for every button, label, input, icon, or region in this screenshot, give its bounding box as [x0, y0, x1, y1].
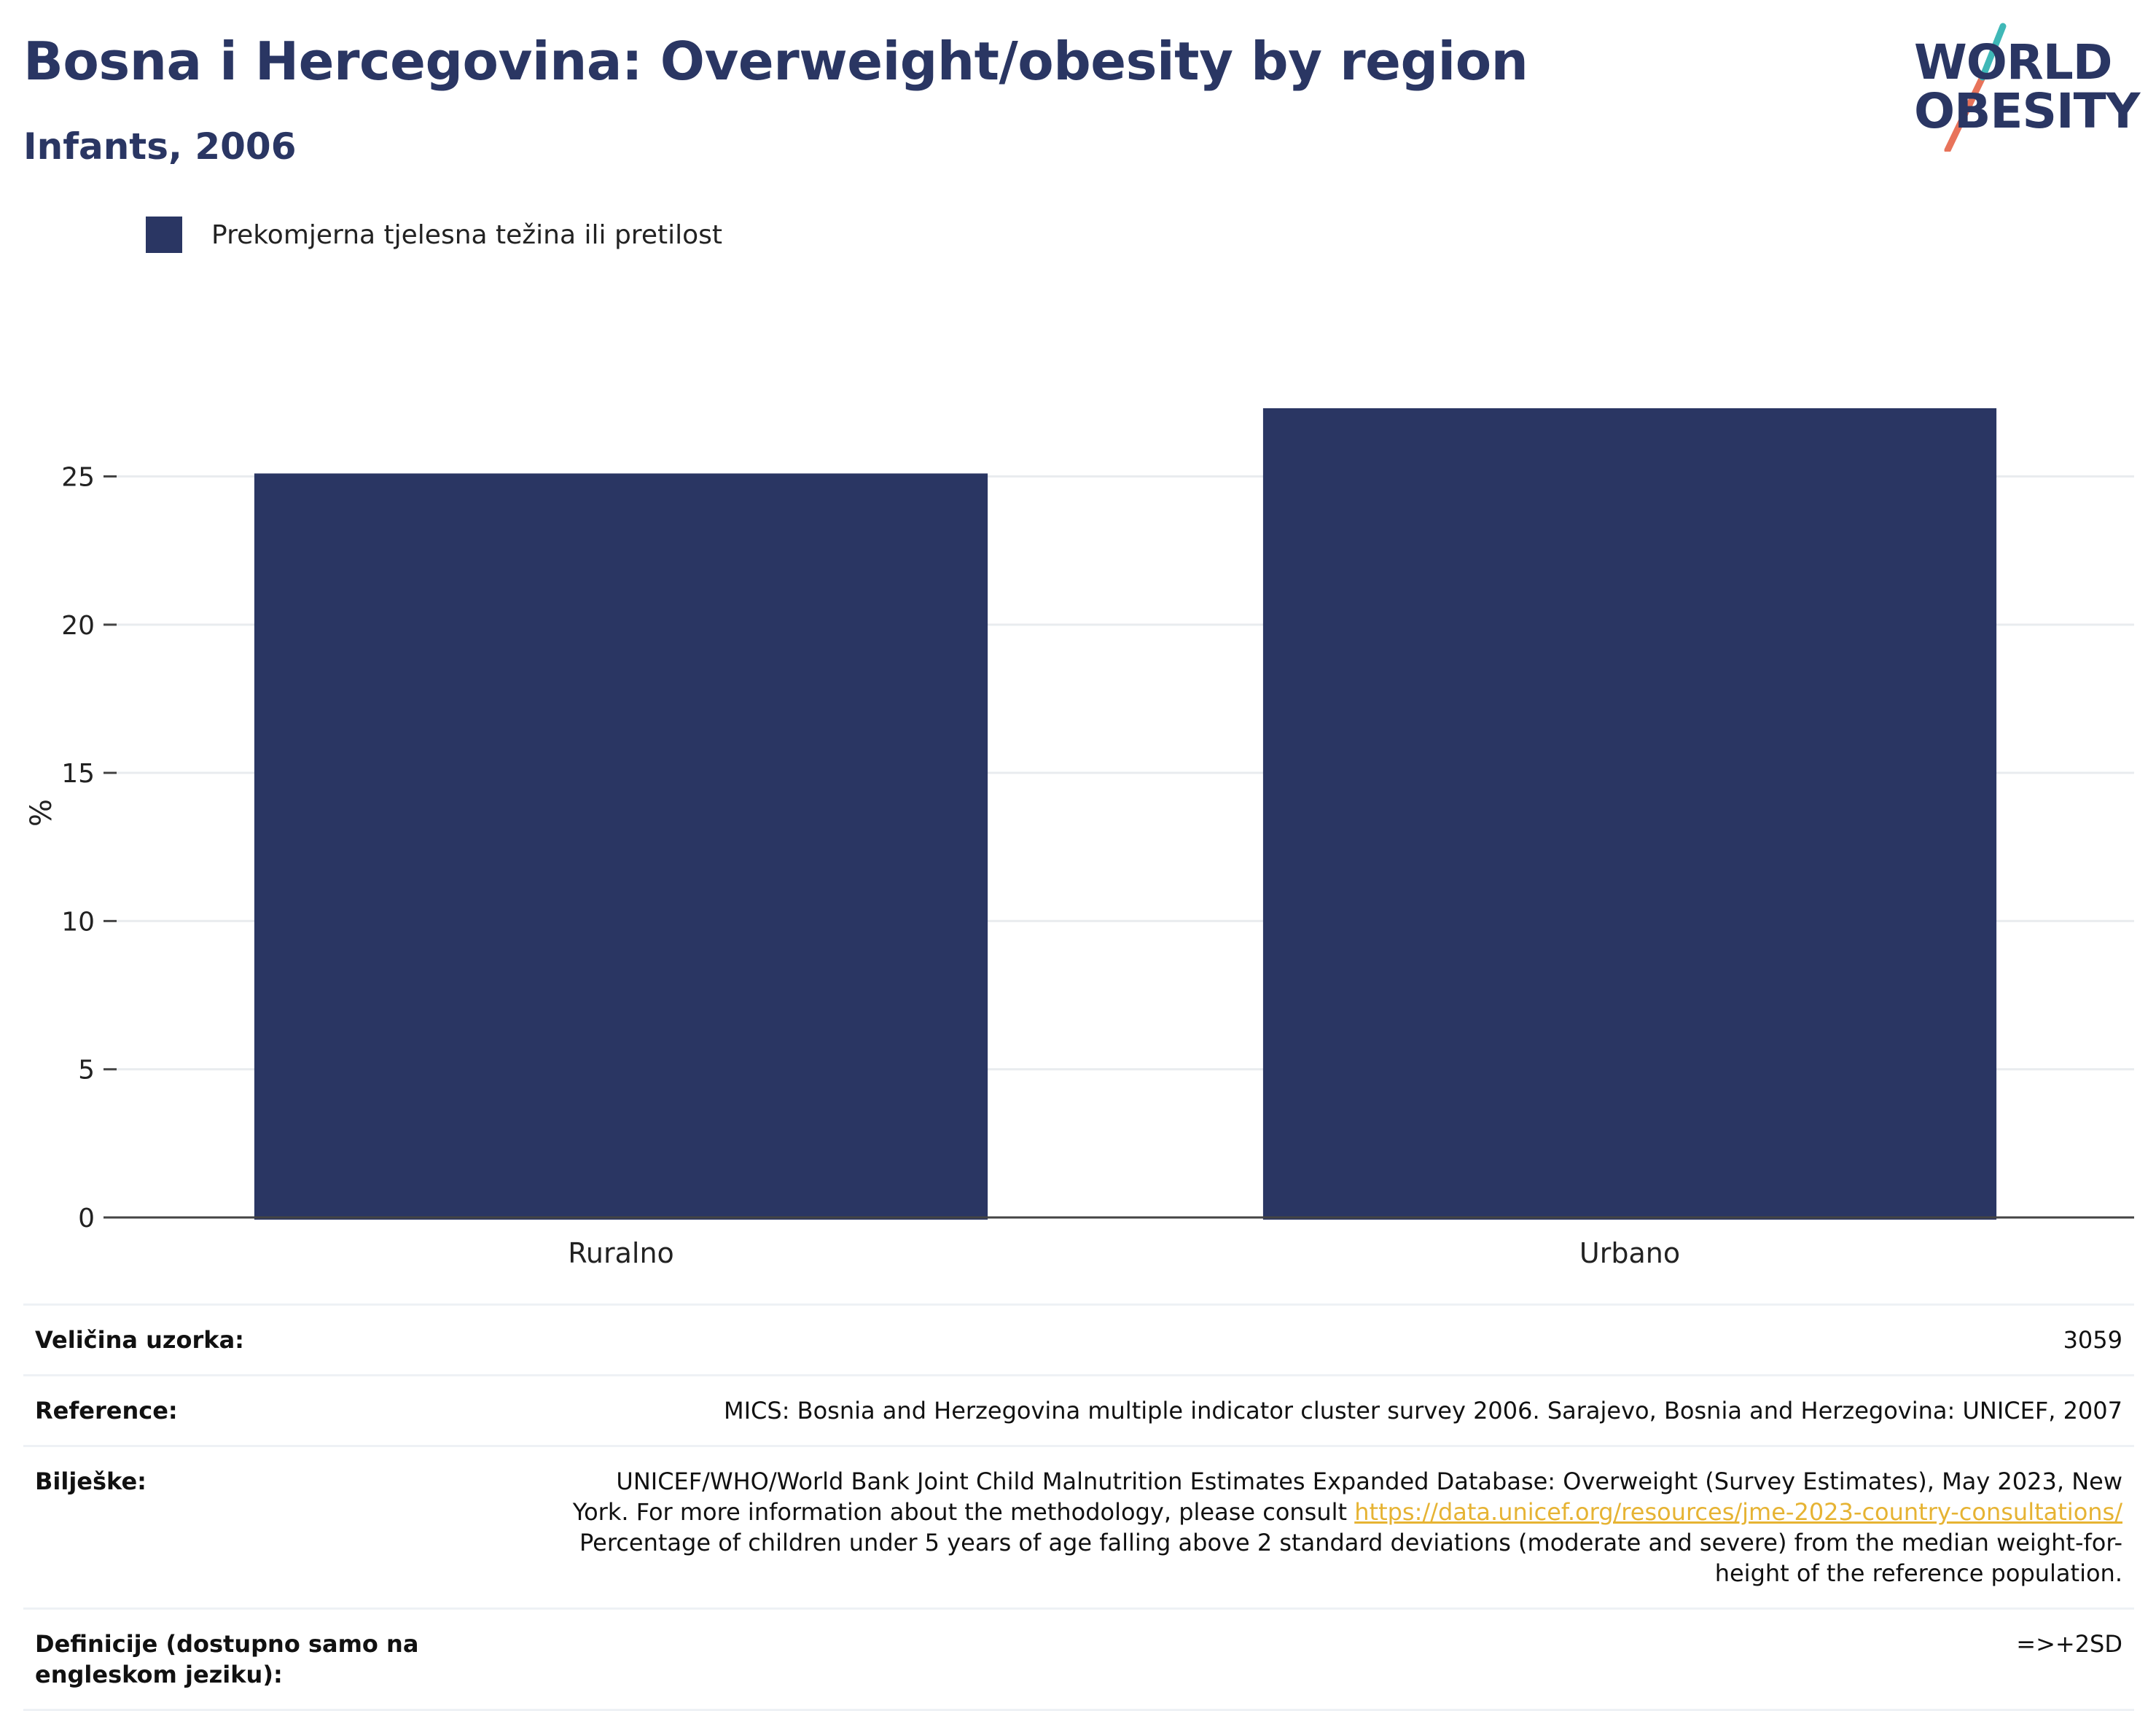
legend[interactable]: Prekomjerna tjelesna težina ili pretilos… [146, 216, 722, 254]
y-axis-label: % [25, 799, 58, 827]
methodology-link[interactable]: https://data.unicef.org/resources/jme-20… [1354, 1498, 2122, 1526]
y-tick-label: 0 [78, 1204, 95, 1233]
logo-text-obesity: OBESITY [1914, 83, 2140, 139]
chart-subtitle: Infants, 2006 [23, 125, 297, 168]
chart-title: Bosna i Hercegovina: Overweight/obesity … [23, 31, 1528, 92]
world-obesity-logo[interactable]: WORLD OBESITY [1902, 20, 2143, 152]
y-tick-label: 25 [61, 463, 95, 493]
y-axis-ticks: 0 5 10 15 20 25 [61, 463, 117, 1233]
legend-swatch [146, 217, 182, 253]
definitions-value: =>+2SD [550, 1607, 2134, 1711]
bar-ruralno[interactable] [254, 473, 988, 1220]
table-row-sample-size: Veličina uzorka: 3059 [23, 1303, 2134, 1376]
metadata-table: Veličina uzorka: 3059 Reference: MICS: B… [23, 1303, 2134, 1711]
reference-value: MICS: Bosnia and Herzegovina multiple in… [550, 1374, 2134, 1446]
legend-label: Prekomjerna tjelesna težina ili pretilos… [211, 219, 722, 250]
notes-value: UNICEF/WHO/World Bank Joint Child Malnut… [550, 1445, 2134, 1609]
reference-key: Reference: [23, 1374, 550, 1446]
y-tick-label: 5 [78, 1056, 95, 1086]
table-row-notes: Bilješke: UNICEF/WHO/World Bank Joint Ch… [23, 1445, 2134, 1609]
logo-slash-icon [1944, 23, 2007, 152]
x-category-label: Urbano [1579, 1237, 1680, 1269]
notes-definition-text: Percentage of children under 5 years of … [579, 1529, 2122, 1587]
y-tick-label: 15 [61, 759, 95, 789]
x-axis-labels: Ruralno Urbano [568, 1237, 1680, 1269]
x-category-label: Ruralno [568, 1237, 674, 1269]
bar-urbano[interactable] [1262, 408, 1997, 1220]
notes-key: Bilješke: [23, 1445, 550, 1609]
y-tick-label: 10 [61, 907, 95, 937]
sample-size-key: Veličina uzorka: [23, 1303, 550, 1376]
notes-text: UNICEF/WHO/World Bank Joint Child Malnut… [572, 1468, 2122, 1526]
table-row-definitions: Definicije (dostupno samo na engleskom j… [23, 1607, 2134, 1711]
y-tick-label: 20 [61, 611, 95, 641]
bar-chart: 0 5 10 15 20 25 Ruralno Urbano % [25, 408, 2134, 1269]
definitions-key: Definicije (dostupno samo na engleskom j… [23, 1607, 550, 1711]
logo-text-world: WORLD [1914, 34, 2113, 90]
sample-size-value: 3059 [550, 1303, 2134, 1376]
bars [254, 408, 1997, 1220]
table-row-reference: Reference: MICS: Bosnia and Herzegovina … [23, 1374, 2134, 1446]
